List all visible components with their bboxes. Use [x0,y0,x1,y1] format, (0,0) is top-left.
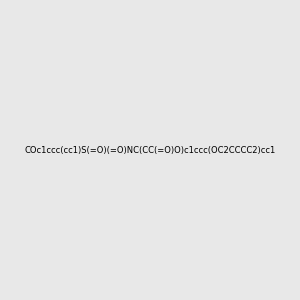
Text: COc1ccc(cc1)S(=O)(=O)NC(CC(=O)O)c1ccc(OC2CCCC2)cc1: COc1ccc(cc1)S(=O)(=O)NC(CC(=O)O)c1ccc(OC… [24,146,276,154]
